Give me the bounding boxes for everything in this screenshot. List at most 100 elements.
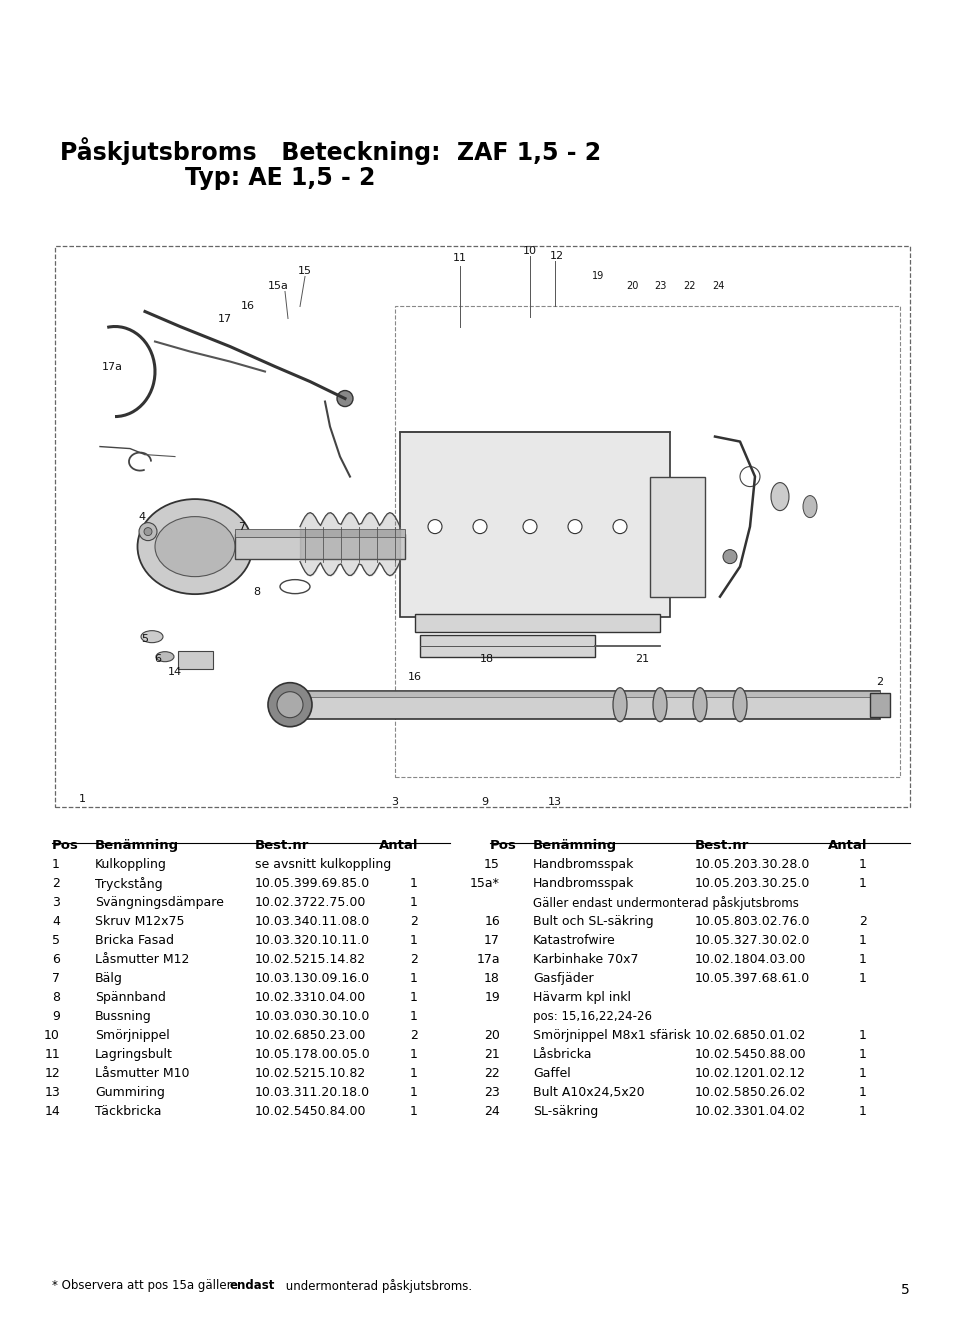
Text: Typ: AE 1,5 - 2: Typ: AE 1,5 - 2 (185, 166, 375, 191)
Text: Bussning: Bussning (95, 1010, 152, 1023)
Text: Gäller endast undermonterad påskjutsbroms: Gäller endast undermonterad påskjutsbrom… (533, 896, 799, 910)
Text: SL-säkring: SL-säkring (533, 1105, 598, 1118)
Text: 10: 10 (523, 246, 537, 257)
Text: 6: 6 (155, 653, 161, 664)
Text: Låsbricka: Låsbricka (533, 1048, 592, 1062)
Circle shape (277, 691, 303, 718)
Text: Pos: Pos (490, 839, 516, 852)
Text: 1: 1 (79, 794, 85, 803)
Text: Låsmutter M10: Låsmutter M10 (95, 1067, 189, 1080)
Text: Skruv M12x75: Skruv M12x75 (95, 915, 184, 927)
Text: 1: 1 (859, 1087, 867, 1098)
Ellipse shape (155, 516, 235, 577)
Text: Bricka Fasad: Bricka Fasad (95, 934, 174, 947)
Text: 12: 12 (550, 252, 564, 262)
Text: Täckbricka: Täckbricka (95, 1105, 161, 1118)
Text: 10.02.6850.23.00: 10.02.6850.23.00 (255, 1029, 367, 1042)
Text: 17a: 17a (476, 952, 500, 965)
Text: 10.02.3310.04.00: 10.02.3310.04.00 (255, 990, 367, 1004)
Text: se avsnitt kulkoppling: se avsnitt kulkoppling (255, 857, 392, 871)
Text: 10.05.178.00.05.0: 10.05.178.00.05.0 (255, 1048, 371, 1062)
Text: 1: 1 (410, 1048, 418, 1062)
Circle shape (473, 520, 487, 533)
Text: 24: 24 (484, 1105, 500, 1118)
FancyBboxPatch shape (400, 432, 670, 616)
Text: endast: endast (230, 1279, 276, 1292)
Text: 1: 1 (859, 934, 867, 947)
Text: 10.02.1804.03.00: 10.02.1804.03.00 (695, 952, 806, 965)
Text: 10.05.327.30.02.0: 10.05.327.30.02.0 (695, 934, 810, 947)
Circle shape (523, 520, 537, 533)
Text: 19: 19 (592, 271, 604, 282)
Text: 7: 7 (238, 522, 246, 532)
Text: Benämning: Benämning (95, 839, 180, 852)
Circle shape (139, 523, 157, 540)
Circle shape (723, 549, 737, 564)
Circle shape (268, 682, 312, 727)
Text: 1: 1 (410, 990, 418, 1004)
Text: 2: 2 (876, 677, 883, 686)
Text: Katastrofwire: Katastrofwire (533, 934, 615, 947)
FancyBboxPatch shape (235, 533, 405, 558)
Text: 1: 1 (410, 1105, 418, 1118)
Text: Svängningsdämpare: Svängningsdämpare (95, 896, 224, 909)
Text: 16: 16 (241, 302, 255, 312)
Text: 14: 14 (168, 666, 182, 677)
Text: 7: 7 (52, 972, 60, 985)
Text: 5: 5 (901, 1283, 910, 1297)
Text: Tryckstång: Tryckstång (95, 877, 162, 890)
Text: 10.02.5450.88.00: 10.02.5450.88.00 (695, 1048, 806, 1062)
Text: 10.02.5215.14.82: 10.02.5215.14.82 (255, 952, 366, 965)
Text: 2: 2 (52, 877, 60, 890)
Ellipse shape (141, 631, 163, 643)
Ellipse shape (771, 482, 789, 511)
Text: 2: 2 (410, 1029, 418, 1042)
Circle shape (740, 466, 760, 486)
Text: 1: 1 (859, 1029, 867, 1042)
Text: 16: 16 (484, 915, 500, 927)
Text: Smörjnippel M8x1 sfärisk: Smörjnippel M8x1 sfärisk (533, 1029, 691, 1042)
Text: 18: 18 (484, 972, 500, 985)
Text: 10.05.397.68.61.0: 10.05.397.68.61.0 (695, 972, 810, 985)
Text: 15: 15 (298, 266, 312, 277)
Text: Gaffel: Gaffel (533, 1067, 571, 1080)
Text: 16: 16 (408, 672, 422, 682)
Text: Hävarm kpl inkl: Hävarm kpl inkl (533, 990, 631, 1004)
Text: 8: 8 (52, 990, 60, 1004)
Text: 1: 1 (859, 857, 867, 871)
Text: 1: 1 (859, 972, 867, 985)
FancyBboxPatch shape (420, 635, 595, 657)
Text: Bult och SL-säkring: Bult och SL-säkring (533, 915, 654, 927)
FancyBboxPatch shape (178, 651, 213, 669)
FancyBboxPatch shape (415, 614, 660, 632)
Text: Best.nr: Best.nr (695, 839, 750, 852)
Text: Antal: Antal (378, 839, 418, 852)
Text: 18: 18 (480, 653, 494, 664)
Text: 1: 1 (410, 1067, 418, 1080)
Text: Låsmutter M12: Låsmutter M12 (95, 952, 189, 965)
Text: 10.03.130.09.16.0: 10.03.130.09.16.0 (255, 972, 371, 985)
Text: 5: 5 (141, 633, 149, 644)
Text: 24: 24 (711, 282, 724, 291)
Text: 10.05.203.30.25.0: 10.05.203.30.25.0 (695, 877, 810, 890)
Text: pos: 15,16,22,24-26: pos: 15,16,22,24-26 (533, 1010, 652, 1023)
Text: 1: 1 (410, 934, 418, 947)
Ellipse shape (137, 499, 252, 594)
Text: 10.02.6850.01.02: 10.02.6850.01.02 (695, 1029, 806, 1042)
Text: 22: 22 (684, 282, 696, 291)
Ellipse shape (733, 687, 747, 722)
Ellipse shape (803, 495, 817, 518)
Text: Pos: Pos (52, 839, 79, 852)
Text: Kulkoppling: Kulkoppling (95, 857, 167, 871)
Text: 23: 23 (654, 282, 666, 291)
Text: 21: 21 (635, 653, 649, 664)
FancyBboxPatch shape (290, 690, 880, 697)
Text: 10.02.3722.75.00: 10.02.3722.75.00 (255, 896, 367, 909)
Text: Spännband: Spännband (95, 990, 166, 1004)
Ellipse shape (653, 687, 667, 722)
Text: 10.05.803.02.76.0: 10.05.803.02.76.0 (695, 915, 810, 927)
Ellipse shape (613, 687, 627, 722)
Text: Handbromsspak: Handbromsspak (533, 877, 635, 890)
Text: 10.02.5215.10.82: 10.02.5215.10.82 (255, 1067, 367, 1080)
Text: 20: 20 (484, 1029, 500, 1042)
